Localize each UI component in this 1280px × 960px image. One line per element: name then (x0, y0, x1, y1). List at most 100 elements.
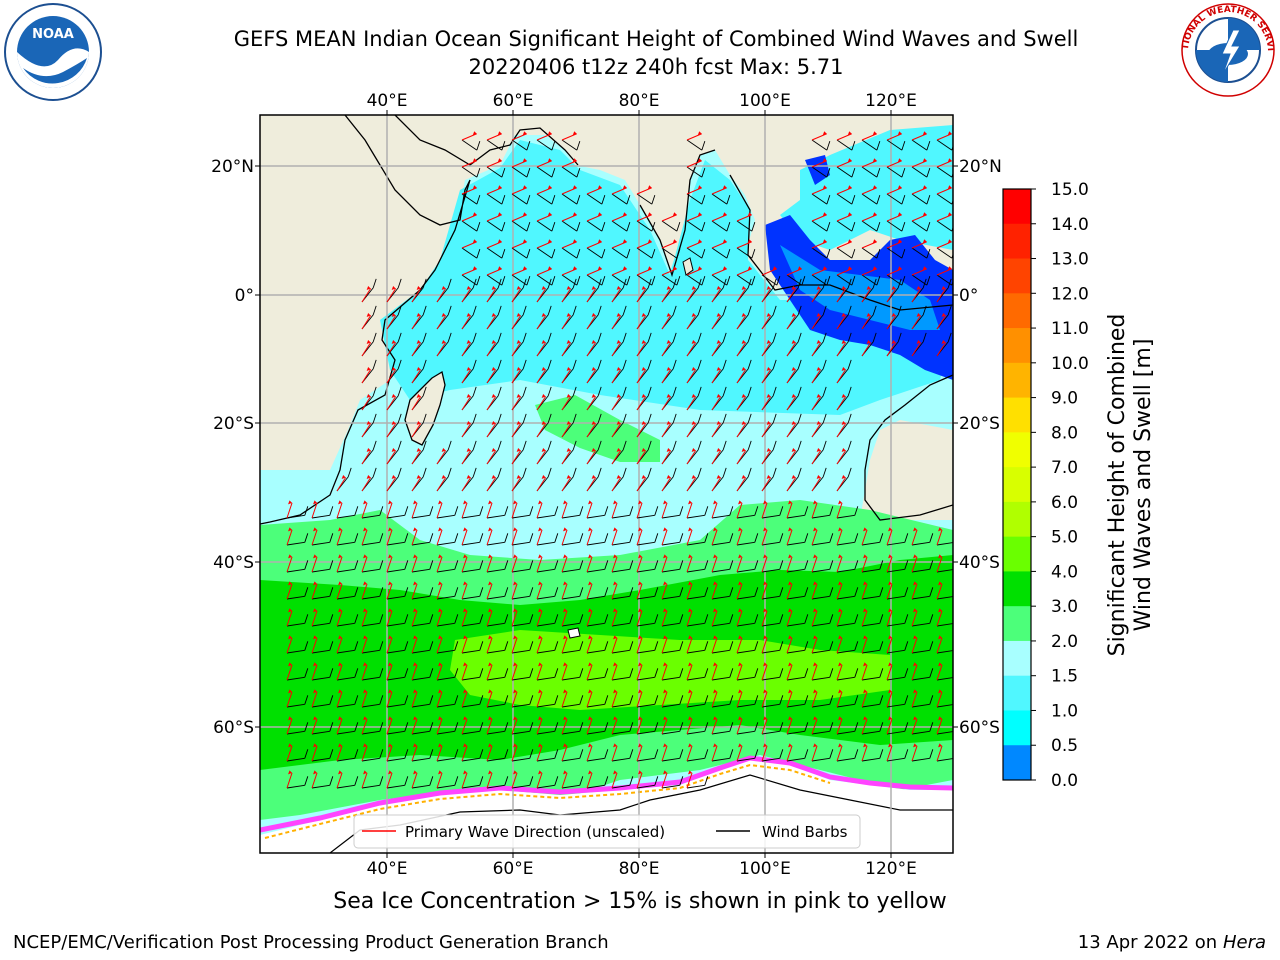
wind-barb (736, 649, 755, 654)
wave-arrow-head (366, 448, 371, 453)
wave-arrow-head (813, 716, 818, 721)
wave-arrow-head (541, 367, 546, 372)
wind-barb-flag (497, 359, 502, 370)
colorbar-tick-label: 0.0 (1051, 771, 1078, 791)
wave-arrow-head (688, 554, 693, 559)
colorbar-segment (1003, 189, 1031, 225)
wind-barb (936, 193, 953, 205)
wave-arrow-head (563, 716, 568, 721)
wind-barb-flag (747, 305, 752, 316)
wind-barb-flag (754, 641, 759, 651)
wind-barb (836, 649, 855, 654)
wind-barb-flag (404, 587, 409, 597)
wind-barb-flag (622, 440, 627, 451)
wave-direction-arrow (586, 745, 593, 762)
wave-arrow-head (713, 689, 718, 694)
wave-arrow-head (513, 581, 518, 586)
wave-arrow-head (466, 367, 471, 372)
wave-arrow-head (413, 743, 418, 748)
wind-barb-flag (847, 440, 852, 451)
wind-barb-flag (747, 278, 752, 289)
wind-barb-flag (679, 587, 684, 597)
wave-arrow-head (816, 394, 821, 399)
wave-direction-arrow (711, 477, 722, 492)
wind-barb-flag (879, 587, 884, 597)
wind-barb (336, 703, 355, 708)
wave-direction-arrow (361, 423, 372, 438)
wind-barb-flag (704, 668, 709, 678)
wind-barb (361, 730, 380, 735)
wind-barb-flag (579, 695, 584, 705)
wave-direction-arrow (586, 718, 593, 735)
wave-arrow-head (416, 286, 421, 291)
wave-arrow-head (516, 394, 521, 399)
wave-direction-arrow (411, 423, 422, 438)
wave-arrow-head (938, 608, 943, 613)
wave-arrow-head (866, 340, 871, 345)
wave-arrow-head (888, 527, 893, 532)
ocean-area-cyan-bay (780, 125, 953, 250)
wave-arrow-head (713, 716, 718, 721)
wave-direction-arrow (511, 288, 522, 303)
wind-barb-flag (904, 641, 909, 651)
lon-label-bottom: 40°E (367, 859, 408, 879)
wind-barb-flag (397, 305, 402, 316)
wave-direction-arrow (811, 718, 818, 735)
wave-direction-arrow (736, 477, 747, 492)
wave-direction-arrow (611, 369, 622, 384)
wave-direction-arrow (861, 288, 872, 303)
wave-arrow-head (563, 770, 568, 775)
wave-arrow-head (747, 212, 752, 217)
wave-arrow-head (763, 581, 768, 586)
wave-direction-arrow (836, 718, 843, 735)
wave-arrow-head (747, 239, 752, 244)
wind-barb (736, 757, 755, 762)
wind-barb (286, 730, 305, 735)
wind-barb (661, 730, 680, 735)
wind-barb-flag (779, 587, 784, 597)
wave-arrow-head (897, 185, 902, 190)
wind-barb (661, 220, 678, 232)
wind-barb-flag (572, 440, 577, 451)
wave-direction-arrow (611, 637, 618, 654)
wave-direction-arrow (836, 396, 847, 411)
wave-direction-arrow (661, 450, 672, 465)
wave-direction-arrow (336, 772, 343, 789)
wave-direction-arrow (386, 772, 393, 789)
wave-direction-arrow (661, 477, 672, 492)
wind-barb-flag (354, 560, 359, 570)
colorbar-tick-label: 7.0 (1051, 458, 1078, 478)
wind-barb (486, 247, 503, 259)
wave-arrow-head (638, 689, 643, 694)
wave-arrow-head (588, 527, 593, 532)
wind-barb-flag (647, 467, 652, 478)
wave-arrow-head (763, 716, 768, 721)
wave-arrow-head (841, 286, 846, 291)
wind-barb-flag (354, 587, 359, 597)
wind-barb-flag (479, 614, 484, 624)
wind-barb-flag (579, 560, 584, 570)
wave-arrow-head (616, 448, 621, 453)
wind-barb-flag (929, 587, 934, 597)
wind-barb-flag (854, 614, 859, 624)
wind-barb (336, 784, 355, 789)
wave-arrow-head (641, 421, 646, 426)
wind-barb-flag (647, 386, 652, 397)
wind-barb-flag (704, 722, 709, 732)
wave-arrow-head (547, 185, 552, 190)
wind-barb (736, 220, 753, 232)
wave-direction-arrow (936, 556, 943, 573)
wave-arrow-head (563, 608, 568, 613)
wind-barb-flag (526, 141, 531, 151)
lat-label-right: 0° (959, 286, 978, 306)
wind-barb-flag (929, 533, 934, 543)
wave-direction-arrow (586, 450, 597, 465)
wave-direction-arrow (836, 160, 852, 168)
wind-barb (761, 514, 780, 519)
wave-arrow-head (847, 212, 852, 217)
wave-arrow-head (288, 635, 293, 640)
wave-direction-arrow (611, 529, 618, 546)
wave-direction-arrow (861, 160, 877, 168)
wind-barb-flag (329, 668, 334, 678)
wave-direction-arrow (336, 477, 347, 492)
